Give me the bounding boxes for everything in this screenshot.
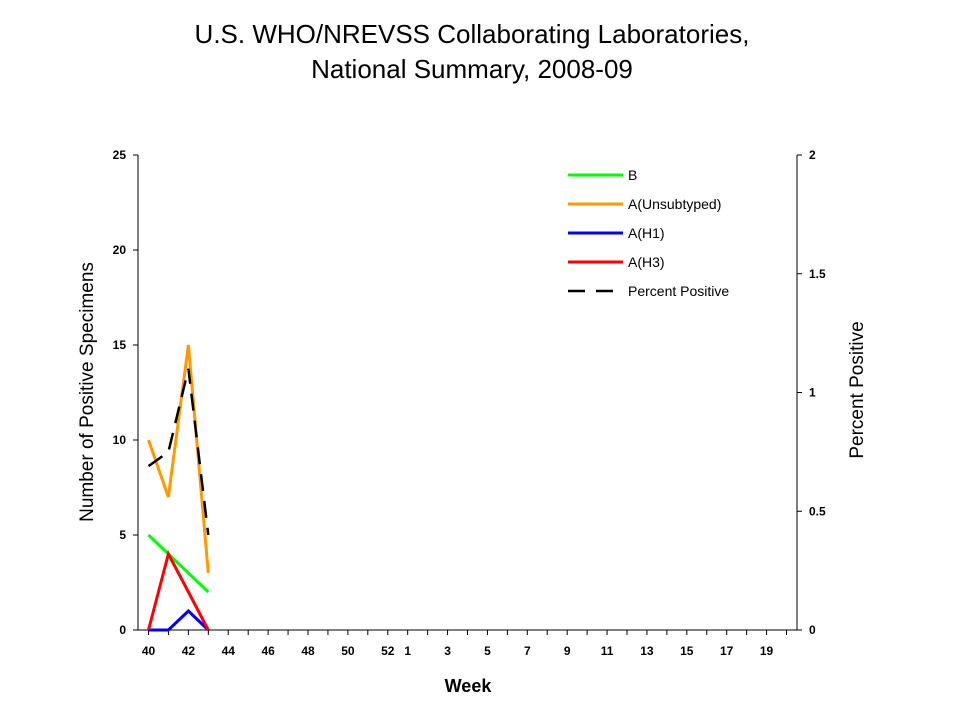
- y-tick-label: 10: [113, 433, 127, 447]
- x-tick-label: 5: [484, 644, 491, 658]
- x-tick-label: 52: [381, 644, 395, 658]
- x-tick-label: 15: [680, 644, 694, 658]
- chart-title-line1: U.S. WHO/NREVSS Collaborating Laboratori…: [195, 19, 750, 49]
- x-tick-label: 13: [640, 644, 654, 658]
- legend-label: Percent Positive: [628, 283, 729, 299]
- y2-tick-label: 1.5: [809, 267, 826, 281]
- x-tick-label: 42: [182, 644, 196, 658]
- y2-axis-label: Percent Positive: [847, 321, 868, 458]
- axes: [137, 155, 798, 631]
- legend-label: A(Unsubtyped): [628, 196, 721, 212]
- chart-title-line2: National Summary, 2008-09: [311, 54, 633, 84]
- series-line-percent-positive: [147, 368, 210, 536]
- x-tick-label: 50: [341, 644, 355, 658]
- x-tick-label: 11: [601, 644, 614, 658]
- x-tick-label: 48: [301, 644, 315, 658]
- x-axis-label: Week: [445, 676, 493, 696]
- x-tick-label: 9: [564, 644, 571, 658]
- x-tick-label: 7: [524, 644, 531, 658]
- series-lines: [147, 344, 210, 632]
- x-tick-label: 1: [404, 644, 411, 658]
- y-tick-label: 5: [119, 528, 126, 542]
- y-tick-label: 0: [119, 623, 126, 637]
- legend-label: A(H3): [628, 254, 665, 270]
- y-tick-label: 20: [113, 243, 127, 257]
- x-tick-label: 17: [720, 644, 734, 658]
- legend-label: A(H1): [628, 225, 665, 241]
- y2-tick-label: 0.5: [809, 504, 826, 518]
- legend-label: B: [628, 167, 637, 183]
- series-line-b: [147, 533, 210, 594]
- series-line-a-h3: [147, 549, 210, 631]
- x-tick-label: 44: [222, 644, 236, 658]
- legend: B A(Unsubtyped) A(H1) A(H3) Percent Positive: [568, 167, 729, 299]
- y-tick-label: 25: [113, 148, 127, 162]
- y-ticks: 0 5 10 15 20 25: [113, 148, 138, 637]
- x-tick-label: 46: [261, 644, 275, 658]
- y-tick-label: 15: [113, 338, 127, 352]
- x-ticks: 40 42 44 46 48 50 52 1 3 5 7 9 11 13 15 17 19: [142, 630, 787, 658]
- y2-tick-label: 2: [809, 148, 816, 162]
- series-line-a-h1: [148, 608, 210, 632]
- x-tick-label: 3: [444, 644, 451, 658]
- y2-tick-label: 0: [809, 623, 816, 637]
- x-tick-label: 40: [142, 644, 156, 658]
- y2-ticks: 0 0.5 1 1.5 2: [797, 148, 826, 637]
- y-axis-label: Number of Positive Specimens: [77, 262, 98, 522]
- y2-tick-label: 1: [809, 386, 816, 400]
- x-tick-label: 19: [760, 644, 774, 658]
